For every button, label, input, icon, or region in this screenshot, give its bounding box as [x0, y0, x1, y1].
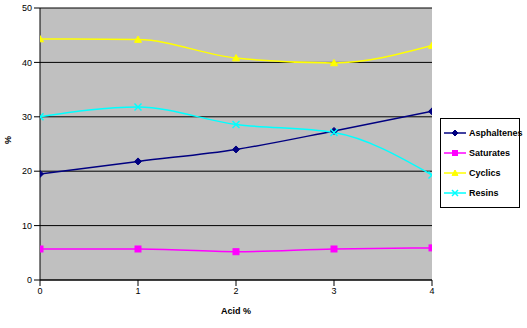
svg-text:30: 30: [22, 112, 32, 122]
html-text:Asphaltenes: Asphaltenes: [469, 128, 523, 138]
svg-text:3: 3: [331, 286, 336, 296]
svg-text:40: 40: [22, 58, 32, 68]
svg-text:20: 20: [22, 166, 32, 176]
svg-text:0: 0: [27, 275, 32, 285]
svg-text:0: 0: [37, 286, 42, 296]
svg-text:1: 1: [135, 286, 140, 296]
svg-text:Acid %: Acid %: [221, 306, 251, 316]
html-text:Cyclics: Cyclics: [469, 168, 501, 178]
svg-text:50: 50: [22, 3, 32, 13]
svg-text:4: 4: [429, 286, 434, 296]
html-text:Resins: Resins: [469, 188, 499, 198]
html-text:Saturates: Saturates: [469, 148, 510, 158]
svg-text:%: %: [8, 136, 13, 144]
svg-text:2: 2: [233, 286, 238, 296]
svg-text:10: 10: [22, 221, 32, 231]
